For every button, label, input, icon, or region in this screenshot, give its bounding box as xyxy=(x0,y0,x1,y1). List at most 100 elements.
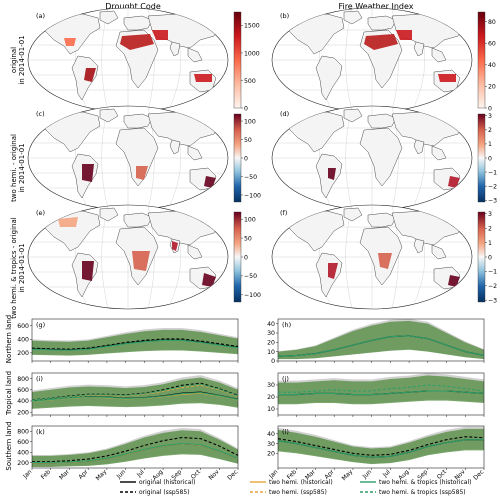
timeseries-panel-h: 0 10 20 30 40 (h) xyxy=(267,318,485,365)
hotspot-aus-east xyxy=(202,273,216,287)
continent-africa xyxy=(115,127,159,187)
y-tick-label: 30 xyxy=(267,382,275,389)
row-label-original: original in 2014-01-01 xyxy=(10,35,26,84)
hotspot-mideast xyxy=(396,30,412,40)
colorbar-tick-label: 0 xyxy=(244,105,248,112)
panel-letter: (i) xyxy=(36,375,43,383)
continent-greenland xyxy=(343,108,363,123)
svg-text:original: original xyxy=(10,47,18,73)
y-tick-label: 200 xyxy=(17,350,29,357)
colorbar-tick-label: 2 xyxy=(488,226,492,233)
colorbar-tick-label: −2 xyxy=(488,283,497,290)
axes-frame xyxy=(277,318,485,362)
series-line xyxy=(31,339,239,351)
x-tick-label: Jun xyxy=(361,468,373,480)
series-line xyxy=(277,439,484,458)
series-line xyxy=(278,384,485,393)
colorbar-fwi-diff-d: 3 2 1 0 −1 −2 −3 xyxy=(477,113,497,205)
panel-letter: (b) xyxy=(280,12,289,20)
continent-greenland xyxy=(343,10,363,25)
x-tick-label: Jul xyxy=(381,468,392,479)
colorbar-tick-label: −50 xyxy=(244,273,257,280)
panel-letter: (j) xyxy=(282,375,289,383)
hotspot-aus-north xyxy=(438,74,456,82)
colorbar-tick-label: 100 xyxy=(244,118,256,125)
y-tick-label: 400 xyxy=(17,337,29,344)
y-tick-label: 20 xyxy=(267,340,275,347)
hotspot-na-north xyxy=(58,217,78,227)
series-line xyxy=(31,392,239,402)
continent-greenland xyxy=(99,108,119,123)
panel-letter: (g) xyxy=(36,321,45,329)
hotspot-india xyxy=(172,241,178,251)
colorbar-tick-label: 60 xyxy=(488,41,496,48)
x-tick-label: Mar xyxy=(58,468,71,481)
colorbar-fwi-diff-f: 3 2 1 0 −1 −2 −3 xyxy=(477,211,497,305)
hotspot-africa-sahel xyxy=(120,34,154,50)
y-tick-label: 200 xyxy=(17,409,29,416)
timeseries-panel-j: 10 20 30 (j) xyxy=(267,372,485,417)
continent-greenland xyxy=(343,207,363,222)
colorbar-dc-diff-c: 100 50 0 −50 −100 xyxy=(233,113,261,203)
column-title-fire-weather-index: Fire Weather Index xyxy=(338,2,413,11)
y-tick-label: 800 xyxy=(17,428,29,435)
y-tick-label: 800 xyxy=(17,376,29,383)
axes-frame xyxy=(277,425,485,469)
colorbar-tick-label: 100 xyxy=(244,217,256,224)
colorbar-dc-diff-e: 100 50 0 −50 −100 xyxy=(233,211,261,303)
hotspot-africa-central xyxy=(378,253,392,269)
hotspot-na-sw xyxy=(64,38,76,46)
continent-india xyxy=(169,139,181,155)
y-tick-label: 30 xyxy=(267,441,275,448)
panel-letter: (d) xyxy=(280,110,289,118)
uncertainty-band-model xyxy=(278,375,484,405)
colorbar-tick-label: 0 xyxy=(488,254,492,261)
continent-india xyxy=(413,238,425,254)
colorbar-tick-label: 1 xyxy=(488,240,492,247)
continent-seasia xyxy=(431,145,447,161)
y-tick-label: 20 xyxy=(267,394,275,401)
row-label-two-hemi: two hemi. - original in 2014-01-01 xyxy=(10,134,26,202)
continent-india xyxy=(413,139,425,155)
uncertainty-band-model xyxy=(32,377,238,409)
legend-label: two hemi. & tropics (ssp585) xyxy=(379,489,466,496)
y-tick-label: 600 xyxy=(17,387,29,394)
colorbar-tick-label: −50 xyxy=(244,174,257,181)
x-tick-label: May xyxy=(341,468,355,482)
continent-greenland xyxy=(99,207,119,222)
continent-seasia xyxy=(187,47,203,63)
hotspot-africa-south xyxy=(136,166,148,180)
column-title-drought-code: Drought Code xyxy=(105,2,161,11)
y-tick-label: 400 xyxy=(17,449,29,456)
colorbar-tick-label: −3 xyxy=(488,298,497,305)
colorbar-tick-label: 1 xyxy=(488,141,492,148)
svg-text:in 2014-01-01: in 2014-01-01 xyxy=(18,143,26,192)
colorbar-fwi-original: 80 60 40 20 0 xyxy=(477,11,496,112)
map-panel-a: (a) xyxy=(27,7,229,113)
y-tick-label: 0 xyxy=(271,358,275,365)
hotspot-sa-central xyxy=(328,263,338,279)
timeseries-panel-g: 200 400 600 (g) xyxy=(17,318,239,363)
axes-frame xyxy=(31,372,239,416)
series-line xyxy=(277,436,485,456)
continent-africa xyxy=(359,127,403,187)
colorbar-tick-label: −1 xyxy=(488,269,497,276)
svg-text:Southern land: Southern land xyxy=(5,421,13,470)
continent-seasia xyxy=(431,47,447,63)
uncertainty-band-model xyxy=(32,430,238,467)
continent-europe xyxy=(367,15,397,31)
y-tick-label: 40 xyxy=(267,431,275,438)
panel-letter: (k) xyxy=(36,428,45,436)
y-tick-label: 600 xyxy=(17,323,29,330)
legend: original (historical) original (ssp585) tw… xyxy=(120,479,472,496)
y-tick-label: 10 xyxy=(267,406,275,413)
series-line xyxy=(32,443,239,464)
panel-letter: (h) xyxy=(282,321,291,329)
svg-text:in 2014-01-01: in 2014-01-01 xyxy=(18,243,26,292)
continent-greenland xyxy=(99,10,119,25)
colorbar-tick-label: 0 xyxy=(488,155,492,162)
map-panel-b: (b) xyxy=(271,7,473,113)
x-tick-label: Dec xyxy=(472,468,485,481)
continent-europe xyxy=(367,113,397,129)
